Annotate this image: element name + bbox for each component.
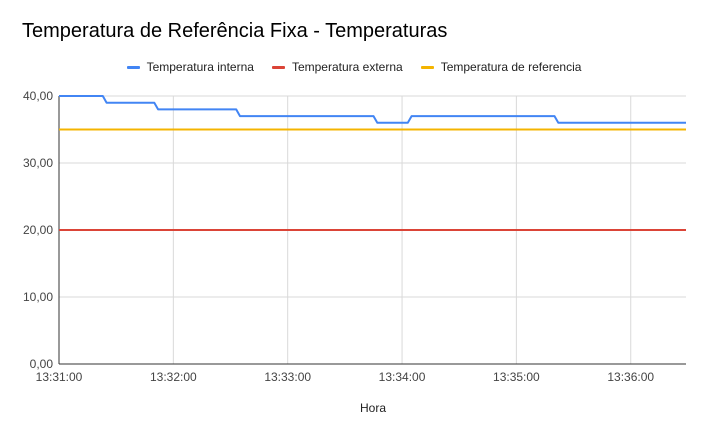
- chart-legend: Temperatura interna Temperatura externa …: [0, 60, 708, 74]
- legend-swatch-externa: [271, 65, 285, 69]
- x-tick-label: 13:32:00: [150, 370, 197, 384]
- legend-label-externa: Temperatura externa: [291, 60, 403, 74]
- chart-title: Temperatura de Referência Fixa - Tempera…: [22, 20, 448, 42]
- x-tick-label: 13:31:00: [36, 370, 83, 384]
- y-tick-label: 20,00: [23, 223, 53, 237]
- tick-labels: 0,00 10,00 20,00 30,00 40,00 13:31:00 13:32:00…: [23, 89, 654, 384]
- x-tick-label: 13:36:00: [607, 370, 654, 384]
- legend-item-referencia[interactable]: Temperatura de referencia: [420, 60, 582, 74]
- y-tick-label: 10,00: [23, 290, 53, 304]
- gridlines: [59, 95, 686, 364]
- y-tick-label: 40,00: [23, 89, 53, 103]
- series-line-interna: [59, 95, 686, 124]
- x-tick-label: 13:33:00: [264, 370, 311, 384]
- legend-item-interna[interactable]: Temperatura interna: [126, 60, 254, 74]
- legend-item-externa[interactable]: Temperatura externa: [271, 60, 403, 74]
- series-lines: [59, 95, 686, 231]
- legend-label-referencia: Temperatura de referencia: [440, 60, 582, 74]
- x-tick-label: 13:35:00: [493, 370, 540, 384]
- x-tick-label: 13:34:00: [379, 370, 426, 384]
- legend-label-interna: Temperatura interna: [146, 60, 254, 74]
- x-axis-title: Hora: [359, 401, 386, 415]
- y-tick-label: 0,00: [30, 357, 54, 371]
- y-tick-label: 30,00: [23, 156, 53, 170]
- legend-swatch-interna: [126, 65, 140, 69]
- legend-swatch-referencia: [420, 65, 434, 69]
